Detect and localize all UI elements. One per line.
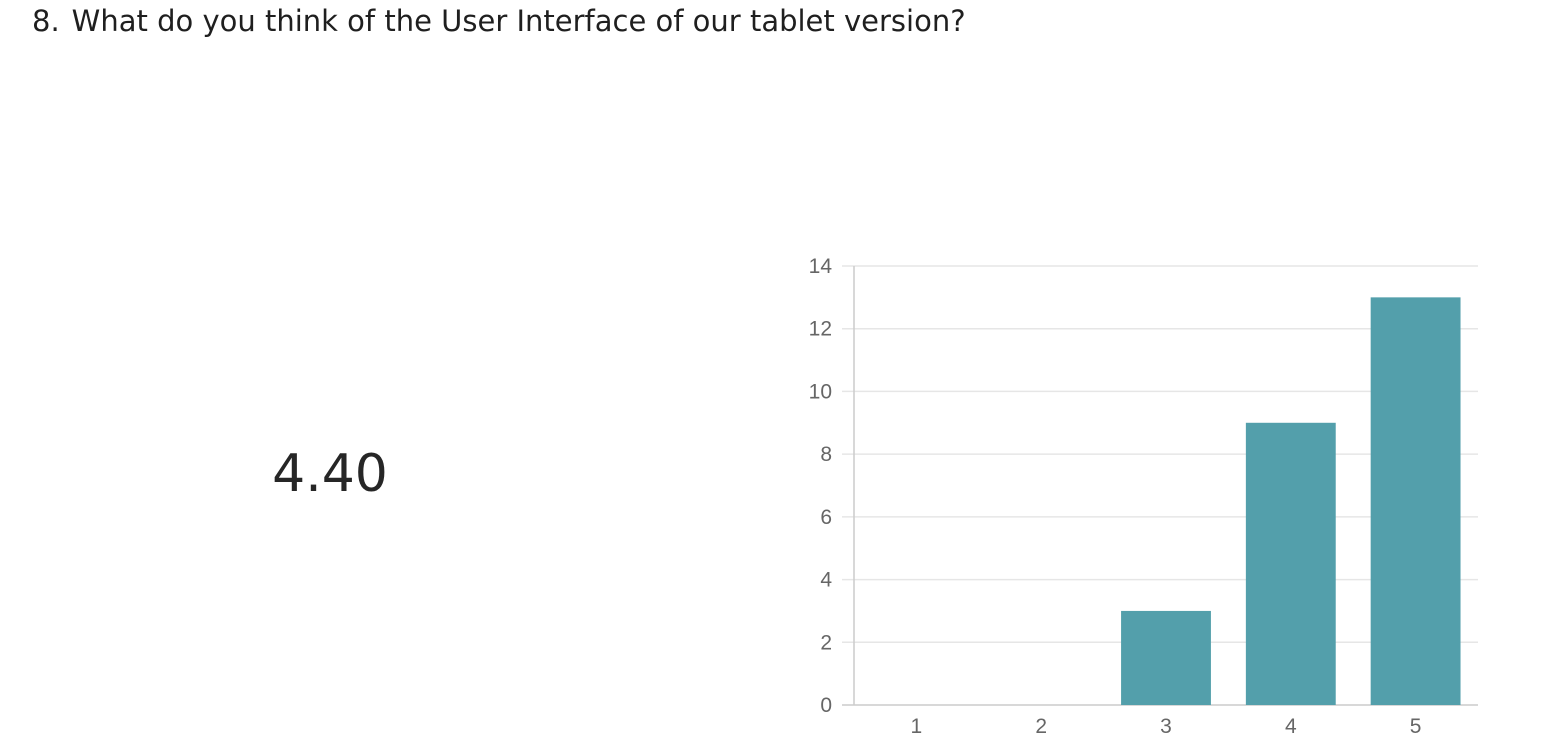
x-tick-label: 3 <box>1160 715 1172 738</box>
y-tick-label: 0 <box>820 694 832 717</box>
question-title: 8. What do you think of the User Interfac… <box>32 4 966 38</box>
bar-3 <box>1121 610 1211 705</box>
question-number: 8. <box>32 4 60 38</box>
y-tick-labels: 0 2 4 6 8 10 12 14 <box>809 255 833 717</box>
x-tick-label: 2 <box>1035 715 1047 738</box>
question-text: What do you think of the User Interface … <box>71 4 966 38</box>
y-tick-label: 10 <box>809 380 832 403</box>
y-tick-label: 6 <box>820 506 832 529</box>
bars <box>1121 297 1461 705</box>
y-tick-label: 4 <box>820 569 832 592</box>
x-tick-label: 4 <box>1285 715 1297 738</box>
x-tick-label: 5 <box>1410 715 1422 738</box>
average-rating: 4.40 <box>272 444 388 504</box>
y-tick-label: 8 <box>820 443 832 466</box>
x-tick-label: 1 <box>911 715 923 738</box>
y-tick-label: 12 <box>809 318 832 341</box>
y-tick-label: 2 <box>820 631 832 654</box>
bar-5 <box>1370 297 1461 705</box>
bar-4 <box>1245 422 1336 705</box>
x-tick-labels: 1 2 3 4 5 <box>911 715 1422 738</box>
y-tick-label: 14 <box>809 255 833 278</box>
